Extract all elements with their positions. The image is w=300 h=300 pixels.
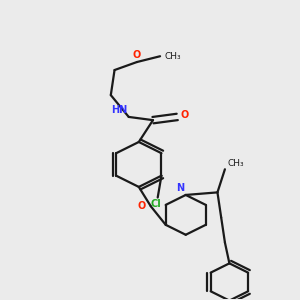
Text: O: O bbox=[133, 50, 141, 60]
Text: O: O bbox=[180, 110, 188, 120]
Text: N: N bbox=[176, 183, 184, 193]
Text: CH₃: CH₃ bbox=[165, 52, 181, 61]
Text: Cl: Cl bbox=[151, 199, 161, 209]
Text: O: O bbox=[137, 201, 146, 211]
Text: CH₃: CH₃ bbox=[227, 159, 244, 168]
Text: HN: HN bbox=[111, 105, 127, 115]
